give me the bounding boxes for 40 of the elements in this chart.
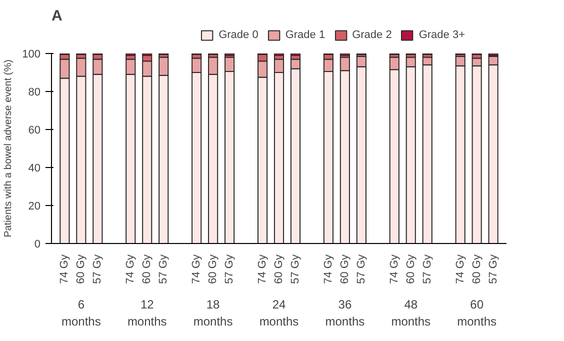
x-tick-label: 74 Gy: [322, 254, 334, 284]
x-tick-label: 57 Gy: [421, 254, 434, 284]
y-tick-label: 40: [28, 162, 41, 174]
x-tick-label: 57 Gy: [355, 254, 368, 284]
legend-label: Grade 2: [352, 29, 392, 41]
x-tick-label: 57 Gy: [158, 254, 170, 284]
legend-label: Grade 1: [285, 29, 326, 41]
y-tick-label: 80: [28, 86, 41, 98]
x-tick-label: 60 Gy: [207, 254, 220, 284]
x-tick-label: 57 Gy: [224, 254, 236, 284]
x-tick-label: 57 Gy: [92, 254, 104, 284]
x-tick-label: 74 Gy: [190, 254, 203, 284]
x-tick-label: 74 Gy: [388, 254, 400, 284]
x-tick-label: 60 Gy: [75, 254, 88, 284]
text: 60 months: [457, 298, 497, 328]
x-tick-label: 74 Gy: [256, 254, 269, 284]
x-tick-label: 74 Gy: [454, 254, 466, 284]
chart-title: A: [52, 8, 62, 24]
y-tick-label: 100: [22, 48, 41, 60]
x-tick-label: 60 Gy: [470, 254, 483, 284]
text: 36 months: [325, 298, 365, 328]
y-axis-title: Patients with a bowel adverse event (%): [3, 60, 14, 238]
y-tick-label: 20: [28, 200, 41, 212]
x-tick-label: 57 Gy: [487, 254, 500, 284]
legend-label: Grade 0: [218, 29, 258, 41]
y-tick-label: 0: [34, 238, 41, 250]
x-tick-label: 60 Gy: [404, 254, 417, 284]
x-tick-label: 60 Gy: [273, 254, 285, 284]
text: 48 months: [391, 298, 431, 328]
text: 18 months: [193, 298, 233, 328]
text: 24 months: [259, 298, 299, 328]
x-tick-label: 74 Gy: [58, 254, 71, 284]
text: 12 months: [127, 298, 167, 328]
x-tick-label: 57 Gy: [289, 254, 302, 284]
x-tick-label: 74 Gy: [124, 254, 137, 284]
text: 6 months: [62, 298, 101, 328]
x-tick-label: 60 Gy: [141, 254, 154, 284]
legend-label: Grade 3+: [418, 29, 465, 41]
x-tick-label: 60 Gy: [338, 254, 351, 284]
y-tick-label: 60: [28, 124, 41, 136]
